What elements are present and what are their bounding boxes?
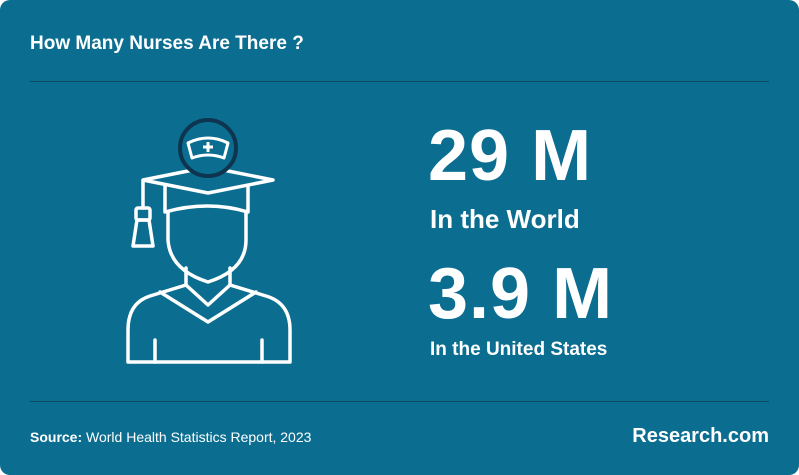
- divider: [30, 401, 769, 402]
- title: How Many Nurses Are There ?: [30, 33, 304, 54]
- logo: Research.com: [632, 425, 769, 447]
- divider: [30, 81, 769, 82]
- stat-label: In the United States: [430, 339, 608, 360]
- stat-label: In the World: [430, 204, 580, 234]
- source-text: World Health Statistics Report, 2023: [86, 429, 312, 445]
- source: Source: World Health Statistics Report, …: [30, 429, 311, 445]
- stat-value: 29 M: [428, 116, 593, 196]
- stat-value: 3.9 M: [428, 254, 614, 334]
- source-label: Source:: [30, 429, 83, 445]
